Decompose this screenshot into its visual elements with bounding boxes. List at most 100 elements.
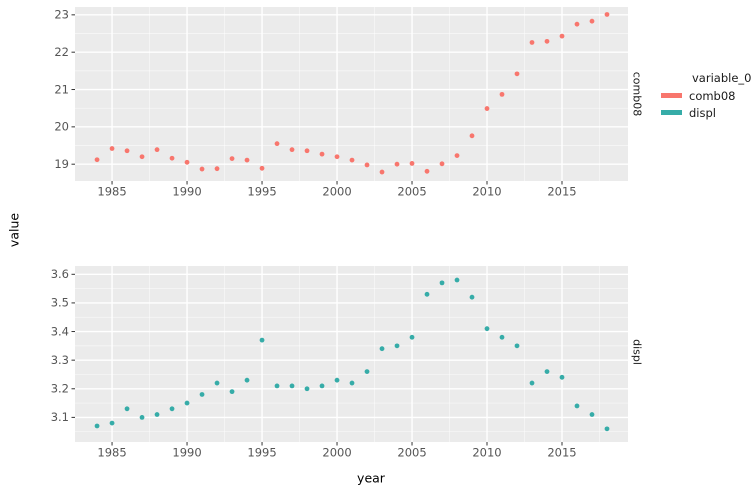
data-point-comb08 <box>124 148 130 154</box>
data-point-comb08 <box>454 153 460 159</box>
data-point-comb08 <box>319 151 325 157</box>
data-point-comb08 <box>259 165 265 171</box>
panel-background <box>75 7 628 181</box>
x-tick-label: 2000 <box>322 185 351 199</box>
x-tick-label: 2010 <box>472 185 501 199</box>
data-point-displ <box>109 420 115 426</box>
data-point-comb08 <box>439 161 445 167</box>
displ-color-swatch <box>661 110 682 115</box>
legend-entry-displ: displ <box>659 104 755 121</box>
data-point-displ <box>529 380 535 386</box>
data-point-comb08 <box>484 106 490 111</box>
data-point-displ <box>334 377 340 383</box>
data-point-displ <box>439 280 445 286</box>
y-tick-label: 3.6 <box>51 267 69 281</box>
data-point-displ <box>544 369 550 374</box>
data-point-displ <box>409 334 415 340</box>
data-point-displ <box>574 403 580 409</box>
data-point-displ <box>274 383 280 389</box>
data-point-comb08 <box>589 18 595 24</box>
facet-strip-displ: displ <box>630 339 644 365</box>
data-point-comb08 <box>529 40 535 45</box>
data-point-comb08 <box>604 12 610 17</box>
x-axis-title: year <box>357 470 385 486</box>
data-point-displ <box>214 380 220 386</box>
data-point-displ <box>604 426 610 432</box>
y-tick-label: 3.3 <box>51 353 69 367</box>
facet-strip-comb08: comb08 <box>630 71 644 117</box>
x-tick-label: 1985 <box>97 446 126 460</box>
data-point-displ <box>499 334 505 340</box>
data-point-comb08 <box>559 33 565 39</box>
data-point-comb08 <box>574 21 580 27</box>
x-tick-label: 1990 <box>172 185 201 199</box>
comb08-color-swatch <box>661 93 682 98</box>
data-point-comb08 <box>109 146 115 151</box>
x-tick-label: 1995 <box>247 446 276 460</box>
data-point-displ <box>469 294 475 300</box>
data-point-displ <box>244 377 250 383</box>
data-point-comb08 <box>544 38 550 44</box>
x-tick-label: 2005 <box>397 185 426 199</box>
x-tick-label: 2015 <box>547 185 576 199</box>
x-tick-label: 2010 <box>472 446 501 460</box>
data-point-displ <box>394 343 400 349</box>
data-point-displ <box>139 414 145 420</box>
data-point-comb08 <box>364 162 370 168</box>
data-point-displ <box>484 326 490 332</box>
data-point-comb08 <box>304 148 310 154</box>
panel-background <box>75 266 628 442</box>
data-point-displ <box>424 291 430 297</box>
y-tick-label: 3.2 <box>51 382 69 396</box>
x-tick-label: 2005 <box>397 446 426 460</box>
data-point-comb08 <box>154 147 160 153</box>
y-tick-label: 3.5 <box>51 296 69 310</box>
data-point-displ <box>304 386 310 392</box>
data-point-comb08 <box>94 157 100 163</box>
y-tick-label: 23 <box>54 8 69 22</box>
x-tick-label: 1995 <box>247 185 276 199</box>
data-point-displ <box>379 346 385 352</box>
x-tick-label: 1985 <box>97 185 126 199</box>
y-tick-label: 19 <box>54 157 69 171</box>
data-point-comb08 <box>244 157 250 163</box>
y-tick-label: 21 <box>54 82 69 96</box>
data-point-displ <box>94 423 100 429</box>
data-point-displ <box>124 406 130 412</box>
legend: variable_0 comb08 displ <box>659 71 755 121</box>
data-point-comb08 <box>169 155 175 161</box>
y-axis-title: value <box>6 212 22 248</box>
data-point-displ <box>199 392 205 397</box>
legend-entry-label: displ <box>689 105 716 120</box>
data-point-comb08 <box>184 159 190 165</box>
data-point-displ <box>514 343 520 349</box>
y-tick-label: 3.1 <box>51 410 69 424</box>
data-point-comb08 <box>139 154 145 160</box>
data-point-comb08 <box>469 133 475 139</box>
x-tick-label: 2015 <box>547 446 576 460</box>
data-point-comb08 <box>199 166 205 172</box>
y-tick-label: 22 <box>54 45 69 59</box>
data-point-displ <box>319 383 325 389</box>
y-tick-label: 3.4 <box>51 324 69 338</box>
data-point-comb08 <box>214 166 220 172</box>
data-point-displ <box>589 412 595 417</box>
data-point-comb08 <box>289 147 295 153</box>
data-point-comb08 <box>409 161 415 166</box>
data-point-displ <box>454 277 460 283</box>
data-point-displ <box>349 380 355 386</box>
data-point-comb08 <box>514 71 520 77</box>
x-tick-label: 2000 <box>322 446 351 460</box>
data-point-displ <box>169 406 175 412</box>
legend-title: variable_0 <box>692 71 752 85</box>
data-point-comb08 <box>394 161 400 167</box>
data-point-comb08 <box>334 154 340 160</box>
data-point-displ <box>289 383 295 389</box>
data-point-displ <box>229 389 235 395</box>
data-point-comb08 <box>499 91 505 97</box>
y-tick-label: 20 <box>54 120 69 134</box>
data-point-displ <box>364 369 370 374</box>
legend-entry-comb08: comb08 <box>659 87 755 104</box>
data-point-displ <box>259 337 265 343</box>
